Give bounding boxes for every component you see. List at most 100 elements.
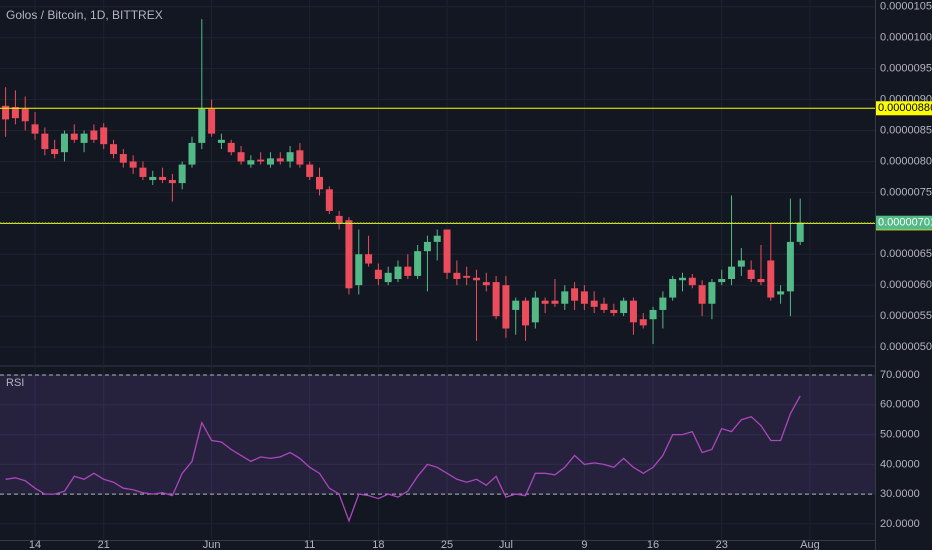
y-tick-label: 60.0000: [880, 399, 920, 411]
candle-body: [306, 164, 314, 177]
candle-body: [159, 176, 167, 181]
candle-body: [571, 288, 579, 301]
candle-body: [100, 127, 108, 145]
rsi-line: [5, 395, 801, 523]
x-tick-label: Jul: [499, 539, 513, 550]
candle-body: [247, 160, 255, 165]
candle-body: [767, 260, 775, 298]
candle-body: [580, 291, 588, 304]
candle-body: [11, 107, 19, 119]
candle-body: [522, 300, 530, 326]
candle-body: [620, 300, 628, 314]
candle-body: [472, 277, 480, 281]
candle-body: [610, 309, 618, 314]
y-tick-label: 50.0000: [880, 428, 920, 440]
candle-body: [463, 275, 471, 278]
candle-body: [129, 161, 137, 168]
candle-body: [188, 142, 196, 165]
candle-body: [276, 158, 284, 162]
indicator-title: RSI: [6, 377, 24, 389]
chart-title: Golos / Bitcoin, 1D, BITTREX: [6, 8, 163, 22]
candle-body: [51, 149, 59, 155]
grid: [0, 0, 875, 540]
plot: [0, 19, 875, 523]
candle-body: [414, 251, 422, 276]
candle-body: [178, 164, 186, 184]
candle-body: [747, 269, 755, 280]
candle-body: [796, 222, 804, 242]
candle-body: [139, 167, 147, 177]
candle-body: [2, 105, 10, 120]
x-tick-label: 9: [581, 539, 587, 550]
x-tick-label: Jun: [203, 539, 221, 550]
x-tick-label: 23: [716, 539, 728, 550]
candle-body: [286, 152, 294, 162]
candle-body: [90, 130, 98, 140]
candle-body: [217, 139, 225, 143]
candle-body: [257, 159, 265, 162]
x-tick-label: 14: [29, 539, 41, 550]
y-tick-label: 30.0000: [880, 488, 920, 500]
candle-body: [649, 309, 657, 320]
candle-body: [698, 285, 706, 304]
x-tick-label: 25: [441, 539, 453, 550]
candle-body: [669, 279, 677, 298]
candle-body: [345, 220, 353, 289]
candle-body: [384, 272, 392, 283]
candle-body: [708, 282, 716, 304]
candle-body: [531, 297, 539, 323]
last-price-box: [876, 215, 932, 230]
candle-body: [365, 254, 373, 264]
candle-body: [728, 266, 736, 280]
candle-body: [266, 158, 274, 165]
candle-body: [590, 300, 598, 307]
candle-body: [777, 291, 785, 295]
candle-body: [629, 300, 637, 323]
candle-body: [21, 108, 29, 122]
candle-body: [482, 282, 490, 286]
y-tick-label: 70.0000: [880, 369, 920, 381]
candle-body: [600, 303, 608, 310]
last-price-label: 0.00000701: [878, 217, 932, 229]
price-label-box: [876, 101, 932, 116]
candle-body: [198, 108, 206, 143]
y-tick-label: 0.00000500: [880, 341, 932, 353]
y-tick-label: 20.0000: [880, 518, 920, 530]
candle-body: [786, 241, 794, 292]
candle-body: [70, 133, 78, 140]
candle-body: [355, 254, 363, 286]
x-tick-label: 18: [372, 539, 384, 550]
candle-body: [316, 176, 324, 190]
price-label: 0.00000886: [878, 102, 932, 114]
candle-body: [374, 269, 382, 280]
axes: 0.000010500.000010000.000009500.00000900…: [29, 1, 932, 550]
candle-body: [453, 272, 461, 280]
x-tick-label: 21: [98, 539, 110, 550]
candle-body: [639, 319, 647, 326]
rsi-band: [0, 375, 875, 495]
candle-body: [31, 124, 39, 134]
candle-body: [659, 297, 667, 310]
candle-body: [208, 108, 216, 134]
candle-body: [41, 133, 49, 150]
candle-body: [551, 300, 559, 304]
candle-body: [718, 279, 726, 283]
candle-body: [60, 133, 68, 153]
candle-body: [678, 277, 686, 281]
y-tick-label: 40.0000: [880, 458, 920, 470]
candle-body: [502, 285, 510, 329]
candle-body: [688, 277, 696, 286]
candle-body: [512, 300, 520, 310]
candle-body: [149, 176, 157, 181]
x-tick-label: 11: [304, 539, 315, 550]
candle-body: [492, 282, 500, 317]
